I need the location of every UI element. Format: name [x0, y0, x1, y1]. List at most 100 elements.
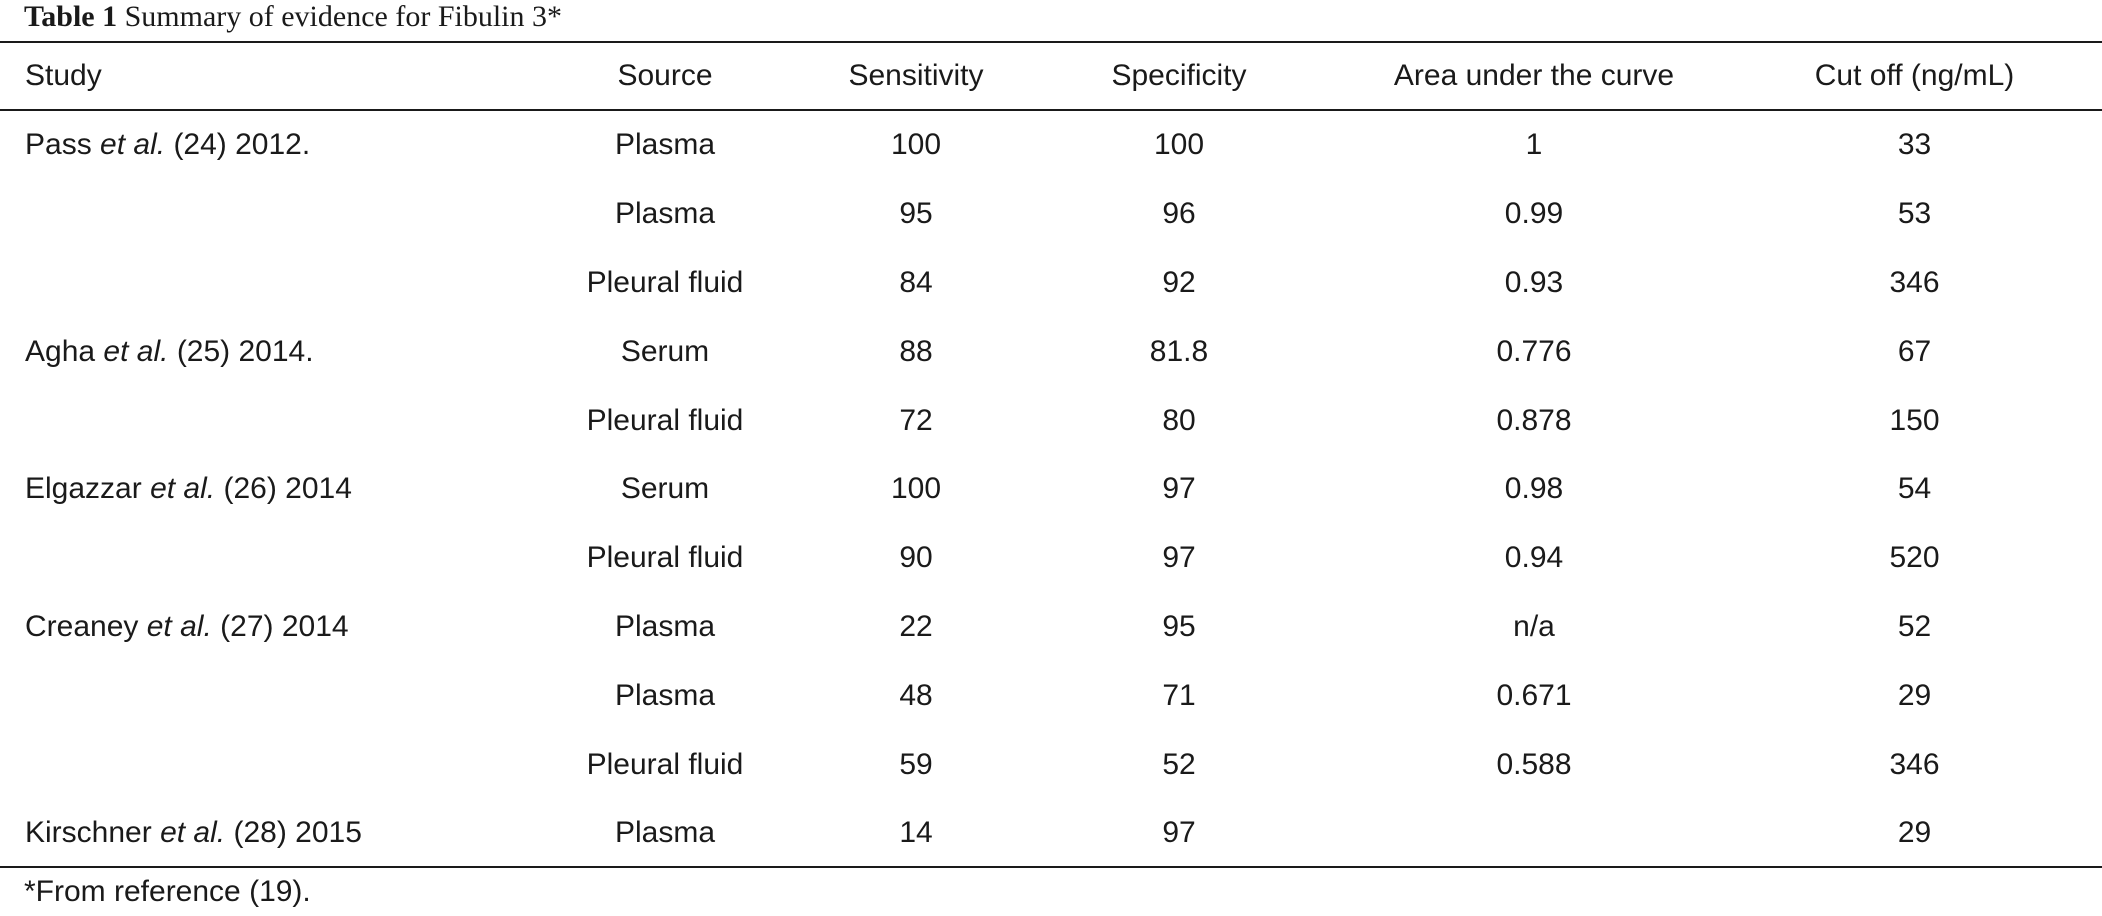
cell-source: Pleural fluid — [586, 541, 744, 575]
cell-sensitivity: 88 — [899, 334, 933, 368]
table-footnote: *From reference (19). — [24, 875, 311, 908]
cell-auc: 0.588 — [1496, 747, 1572, 781]
bottom-rule — [0, 866, 2102, 868]
cell-auc: 0.99 — [1504, 197, 1564, 231]
cell-auc — [1311, 799, 1757, 868]
cell-source: Serum — [620, 334, 710, 368]
cell-source: Plasma — [614, 609, 716, 643]
table-row: Pleural fluid 59 52 0.588 346 — [0, 730, 2102, 799]
header-rule — [0, 109, 2102, 111]
cell-study: Elgazzar et al. (26) 2014 — [25, 455, 545, 524]
table-row: Elgazzar et al. (26) 2014 Serum 100 97 0.98 5… — [0, 455, 2102, 524]
column-header-study: Study — [25, 59, 102, 92]
cell-source: Plasma — [614, 197, 716, 231]
cell-sensitivity: 90 — [899, 541, 933, 575]
cell-auc: n/a — [1513, 609, 1555, 643]
table-row: Creaney et al. (27) 2014 Plasma 22 95 n/a 52 — [0, 593, 2102, 662]
study-reference: (26) 2014 — [223, 472, 352, 506]
cell-source: Plasma — [614, 678, 716, 712]
study-reference: (27) 2014 — [220, 609, 349, 643]
cell-study — [25, 661, 545, 730]
cell-sensitivity: 100 — [890, 472, 942, 506]
cell-sensitivity: 22 — [899, 609, 933, 643]
cell-sensitivity: 72 — [899, 403, 933, 437]
cell-cutoff: 53 — [1897, 197, 1932, 231]
study-etal: et al. — [160, 816, 226, 850]
cell-specificity: 100 — [1153, 128, 1205, 162]
cell-auc: 0.671 — [1496, 678, 1572, 712]
study-author: Pass — [25, 128, 92, 162]
table-caption: Table 1 Summary of evidence for Fibulin … — [24, 0, 562, 36]
cell-auc: 0.776 — [1496, 334, 1572, 368]
header-row: Study Source Sensitivity Specificity Are… — [0, 43, 2102, 109]
table-label: Table 1 — [24, 0, 118, 33]
cell-sensitivity: 59 — [899, 747, 933, 781]
study-etal: et al. — [150, 472, 216, 506]
cell-cutoff: 346 — [1889, 747, 1940, 781]
cell-cutoff: 52 — [1897, 609, 1932, 643]
table-body: Pass et al. (24) 2012. Plasma 100 100 1 33 Pla… — [0, 111, 2102, 868]
top-rule — [0, 41, 2102, 43]
cell-source: Pleural fluid — [586, 403, 744, 437]
cell-specificity: 96 — [1162, 197, 1196, 231]
cell-cutoff: 150 — [1889, 403, 1940, 437]
cell-specificity: 97 — [1162, 541, 1196, 575]
table-row: Plasma 95 96 0.99 53 — [0, 180, 2102, 249]
study-etal: et al. — [103, 334, 169, 368]
cell-source: Pleural fluid — [586, 265, 744, 299]
cell-cutoff: 29 — [1897, 678, 1932, 712]
cell-sensitivity: 84 — [899, 265, 933, 299]
cell-study — [25, 386, 545, 455]
cell-study — [25, 524, 545, 593]
table-row: Pleural fluid 84 92 0.93 346 — [0, 249, 2102, 318]
table-row: Agha et al. (25) 2014. Serum 88 81.8 0.776 67 — [0, 317, 2102, 386]
cell-sensitivity: 14 — [899, 816, 933, 850]
cell-specificity: 92 — [1162, 265, 1196, 299]
cell-cutoff: 520 — [1889, 541, 1940, 575]
cell-cutoff: 33 — [1897, 128, 1932, 162]
study-author: Creaney — [25, 609, 139, 643]
study-reference: (25) 2014. — [176, 334, 314, 368]
cell-auc: 1 — [1525, 128, 1543, 162]
table-title: Summary of evidence for Fibulin 3* — [124, 0, 563, 33]
cell-source: Plasma — [614, 128, 716, 162]
cell-study: Agha et al. (25) 2014. — [25, 317, 545, 386]
cell-sensitivity: 48 — [899, 678, 933, 712]
cell-study — [25, 249, 545, 318]
table-row: Kirschner et al. (28) 2015 Plasma 14 97 29 — [0, 799, 2102, 868]
cell-specificity: 97 — [1162, 472, 1196, 506]
table-row: Plasma 48 71 0.671 29 — [0, 661, 2102, 730]
cell-cutoff: 346 — [1889, 265, 1940, 299]
study-etal: et al. — [100, 128, 166, 162]
study-author: Agha — [25, 334, 96, 368]
table-header: Study Source Sensitivity Specificity Are… — [0, 43, 2102, 109]
cell-source: Serum — [620, 472, 710, 506]
table-row: Pleural fluid 72 80 0.878 150 — [0, 386, 2102, 455]
cell-cutoff: 29 — [1897, 816, 1932, 850]
cell-study: Kirschner et al. (28) 2015 — [25, 799, 545, 868]
cell-specificity: 81.8 — [1149, 334, 1209, 368]
table-rows: Pass et al. (24) 2012. Plasma 100 100 1 33 Pla… — [0, 111, 2102, 868]
cell-study: Creaney et al. (27) 2014 — [25, 593, 545, 662]
cell-cutoff: 54 — [1897, 472, 1932, 506]
cell-specificity: 95 — [1162, 609, 1196, 643]
study-author: Elgazzar — [25, 472, 142, 506]
cell-specificity: 97 — [1162, 816, 1196, 850]
cell-specificity: 80 — [1162, 403, 1196, 437]
cell-sensitivity: 95 — [899, 197, 933, 231]
cell-specificity: 52 — [1162, 747, 1196, 781]
cell-auc: 0.93 — [1504, 265, 1564, 299]
cell-auc: 0.98 — [1504, 472, 1564, 506]
column-header-specificity: Specificity — [1111, 59, 1247, 92]
cell-auc: 0.94 — [1504, 541, 1564, 575]
column-header-auc: Area under the curve — [1393, 59, 1675, 92]
column-header-cutoff: Cut off (ng/mL) — [1814, 59, 2015, 92]
cell-sensitivity: 100 — [890, 128, 942, 162]
study-reference: (28) 2015 — [233, 816, 362, 850]
column-header-sensitivity: Sensitivity — [848, 59, 984, 92]
cell-auc: 0.878 — [1496, 403, 1572, 437]
study-reference: (24) 2012. — [173, 128, 311, 162]
study-author: Kirschner — [25, 816, 152, 850]
cell-source: Plasma — [614, 816, 716, 850]
cell-study: Pass et al. (24) 2012. — [25, 111, 545, 180]
